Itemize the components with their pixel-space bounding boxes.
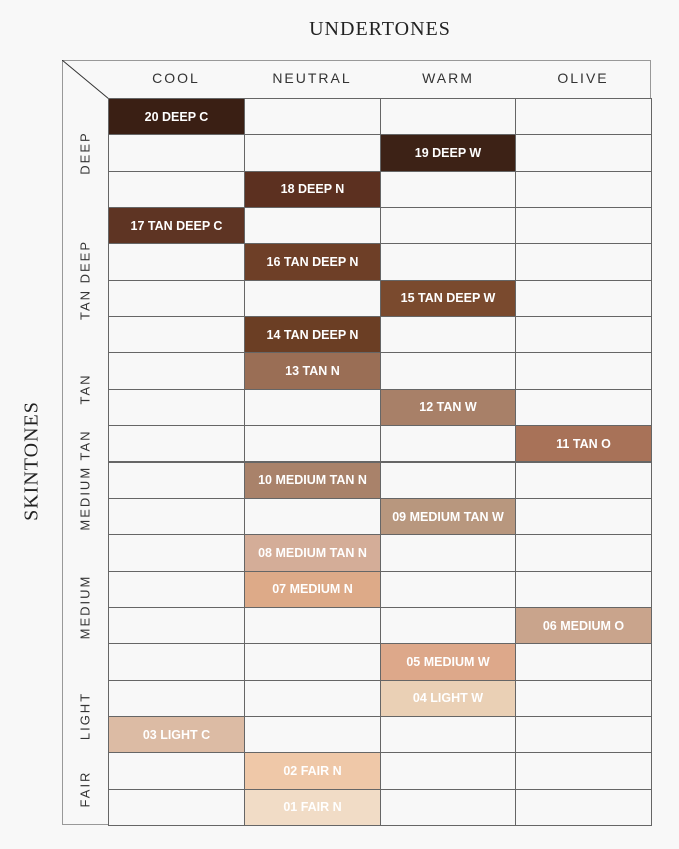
empty-cell xyxy=(515,643,652,681)
undertones-title: UNDERTONES xyxy=(309,18,451,40)
empty-cell xyxy=(515,98,652,136)
shade-cell: 02 FAIR N xyxy=(244,752,381,790)
empty-cell xyxy=(108,643,245,681)
empty-cell xyxy=(244,497,381,536)
empty-cell xyxy=(380,207,516,245)
shade-cell: 15 TAN DEEP W xyxy=(380,279,516,318)
shade-cell: 20 DEEP C xyxy=(108,98,245,136)
empty-cell xyxy=(244,388,381,427)
row-group-tan-deep: TAN DEEP xyxy=(77,239,93,320)
empty-cell xyxy=(515,170,652,209)
shade-cell: 18 DEEP N xyxy=(244,170,381,209)
shade-cell: 07 MEDIUM N xyxy=(244,570,381,608)
empty-cell xyxy=(108,534,245,572)
shade-cell: 04 LIGHT W xyxy=(380,679,516,717)
empty-cell xyxy=(244,134,381,172)
empty-cell xyxy=(380,715,516,754)
shade-cell: 06 MEDIUM O xyxy=(515,606,652,645)
row-group-medium-tan: MEDIUM TAN xyxy=(77,429,93,531)
shade-cell: 09 MEDIUM TAN W xyxy=(380,497,516,536)
empty-cell xyxy=(108,679,245,717)
empty-cell xyxy=(515,388,652,427)
empty-cell xyxy=(515,316,652,354)
empty-cell xyxy=(108,752,245,790)
empty-cell xyxy=(244,98,381,136)
row-group-fair: FAIR xyxy=(77,770,93,808)
empty-cell xyxy=(244,425,381,463)
empty-cell xyxy=(244,279,381,318)
empty-cell xyxy=(108,316,245,354)
empty-cell xyxy=(380,534,516,572)
empty-cell xyxy=(108,243,245,281)
empty-cell xyxy=(380,98,516,136)
shade-cell: 16 TAN DEEP N xyxy=(244,243,381,281)
row-group-light: LIGHT xyxy=(77,691,93,741)
empty-cell xyxy=(515,497,652,536)
row-group-tan: TAN xyxy=(77,373,93,405)
empty-cell xyxy=(380,425,516,463)
shade-cell: 03 LIGHT C xyxy=(108,715,245,754)
empty-cell xyxy=(108,461,245,499)
empty-cell xyxy=(380,606,516,645)
shade-cell: 05 MEDIUM W xyxy=(380,643,516,681)
empty-cell xyxy=(244,715,381,754)
skintones-label: SKINTONES xyxy=(20,401,43,521)
empty-cell xyxy=(108,388,245,427)
empty-cell xyxy=(108,606,245,645)
empty-cell xyxy=(244,679,381,717)
shade-cell: 19 DEEP W xyxy=(380,134,516,172)
empty-cell xyxy=(244,606,381,645)
empty-cell xyxy=(515,715,652,754)
row-group-deep: DEEP xyxy=(77,130,93,175)
empty-cell xyxy=(515,352,652,390)
empty-cell xyxy=(380,243,516,281)
empty-cell xyxy=(108,425,245,463)
empty-cell xyxy=(108,170,245,209)
empty-cell xyxy=(108,497,245,536)
corner-diagonal xyxy=(62,60,109,99)
empty-cell xyxy=(108,279,245,318)
shade-cell: 13 TAN N xyxy=(244,352,381,390)
shade-cell: 08 MEDIUM TAN N xyxy=(244,534,381,572)
empty-cell xyxy=(515,679,652,717)
empty-cell xyxy=(380,170,516,209)
empty-cell xyxy=(515,279,652,318)
empty-cell xyxy=(515,207,652,245)
column-header-neutral: NEUTRAL xyxy=(272,70,352,86)
empty-cell xyxy=(380,461,516,499)
shade-cell: 10 MEDIUM TAN N xyxy=(244,461,381,499)
empty-cell xyxy=(380,752,516,790)
empty-cell xyxy=(515,243,652,281)
empty-cell xyxy=(108,134,245,172)
empty-cell xyxy=(380,570,516,608)
column-header-olive: OLIVE xyxy=(557,70,609,86)
empty-cell xyxy=(108,788,245,826)
shade-cell: 11 TAN O xyxy=(515,425,652,463)
empty-cell xyxy=(515,570,652,608)
column-header-warm: WARM xyxy=(422,70,474,86)
empty-cell xyxy=(244,643,381,681)
empty-cell xyxy=(380,352,516,390)
empty-cell xyxy=(380,316,516,354)
shade-cell: 17 TAN DEEP C xyxy=(108,207,245,245)
shade-cell: 14 TAN DEEP N xyxy=(244,316,381,354)
empty-cell xyxy=(515,134,652,172)
empty-cell xyxy=(108,352,245,390)
column-header-cool: COOL xyxy=(152,70,200,86)
shade-cell: 01 FAIR N xyxy=(244,788,381,826)
empty-cell xyxy=(515,534,652,572)
shade-cell: 12 TAN W xyxy=(380,388,516,427)
empty-cell xyxy=(515,788,652,826)
empty-cell xyxy=(515,461,652,499)
empty-cell xyxy=(108,570,245,608)
empty-cell xyxy=(244,207,381,245)
empty-cell xyxy=(515,752,652,790)
row-group-medium: MEDIUM xyxy=(77,574,93,640)
empty-cell xyxy=(380,788,516,826)
